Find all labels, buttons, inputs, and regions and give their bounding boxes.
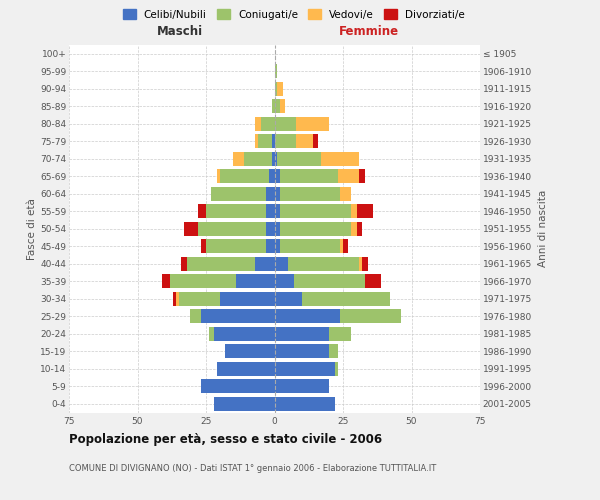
Bar [296,117,329,130]
Bar [280,240,340,253]
Bar [275,117,296,130]
Bar [176,292,179,306]
Bar [275,292,302,306]
Bar [275,152,277,166]
Bar [214,397,275,410]
Bar [275,240,280,253]
Bar [256,117,261,130]
Bar [329,344,338,358]
Bar [275,362,335,376]
Bar [272,152,275,166]
Bar [256,134,258,148]
Bar [356,222,362,235]
Bar [187,257,256,270]
Bar [200,240,206,253]
Bar [214,327,275,340]
Bar [233,152,244,166]
Bar [275,327,329,340]
Bar [280,187,340,200]
Bar [206,240,266,253]
Bar [198,204,206,218]
Bar [275,187,280,200]
Bar [338,170,359,183]
Text: Femmine: Femmine [339,24,399,38]
Bar [244,152,272,166]
Bar [362,257,368,270]
Bar [313,134,319,148]
Bar [266,240,275,253]
Bar [296,134,313,148]
Bar [179,292,220,306]
Bar [340,187,351,200]
Bar [280,204,351,218]
Bar [275,380,329,393]
Text: Popolazione per età, sesso e stato civile - 2006: Popolazione per età, sesso e stato civil… [69,432,382,446]
Bar [275,397,335,410]
Bar [206,204,266,218]
Bar [184,222,198,235]
Bar [266,204,275,218]
Bar [351,222,357,235]
Bar [277,82,283,96]
Bar [200,380,275,393]
Bar [275,257,288,270]
Bar [272,100,275,113]
Bar [356,204,373,218]
Bar [275,204,280,218]
Y-axis label: Fasce di età: Fasce di età [27,198,37,260]
Bar [181,257,187,270]
Bar [302,292,389,306]
Bar [329,327,351,340]
Bar [225,344,275,358]
Bar [365,274,382,288]
Bar [277,152,321,166]
Bar [266,222,275,235]
Bar [275,170,280,183]
Bar [272,134,275,148]
Bar [340,240,343,253]
Bar [275,222,280,235]
Bar [293,274,365,288]
Bar [220,292,275,306]
Bar [198,222,266,235]
Bar [269,170,275,183]
Bar [261,117,275,130]
Bar [335,362,338,376]
Bar [236,274,275,288]
Bar [220,170,269,183]
Bar [340,310,401,323]
Bar [280,170,338,183]
Y-axis label: Anni di nascita: Anni di nascita [538,190,548,268]
Bar [351,204,357,218]
Bar [275,310,340,323]
Bar [200,310,275,323]
Bar [258,134,272,148]
Bar [217,170,220,183]
Bar [280,222,351,235]
Bar [275,134,296,148]
Bar [266,187,275,200]
Bar [256,257,275,270]
Bar [275,64,277,78]
Bar [343,240,349,253]
Bar [217,362,275,376]
Text: COMUNE DI DIVIGNANO (NO) - Dati ISTAT 1° gennaio 2006 - Elaborazione TUTTITALIA.: COMUNE DI DIVIGNANO (NO) - Dati ISTAT 1°… [69,464,436,473]
Bar [288,257,359,270]
Bar [190,310,200,323]
Bar [173,292,176,306]
Bar [275,344,329,358]
Bar [359,257,362,270]
Bar [280,100,286,113]
Bar [162,274,170,288]
Bar [211,187,266,200]
Bar [359,170,365,183]
Bar [275,100,280,113]
Bar [275,274,293,288]
Bar [209,327,214,340]
Text: Maschi: Maschi [157,24,203,38]
Bar [275,82,277,96]
Bar [321,152,359,166]
Legend: Celibi/Nubili, Coniugati/e, Vedovi/e, Divorziati/e: Celibi/Nubili, Coniugati/e, Vedovi/e, Di… [119,5,469,24]
Bar [170,274,236,288]
